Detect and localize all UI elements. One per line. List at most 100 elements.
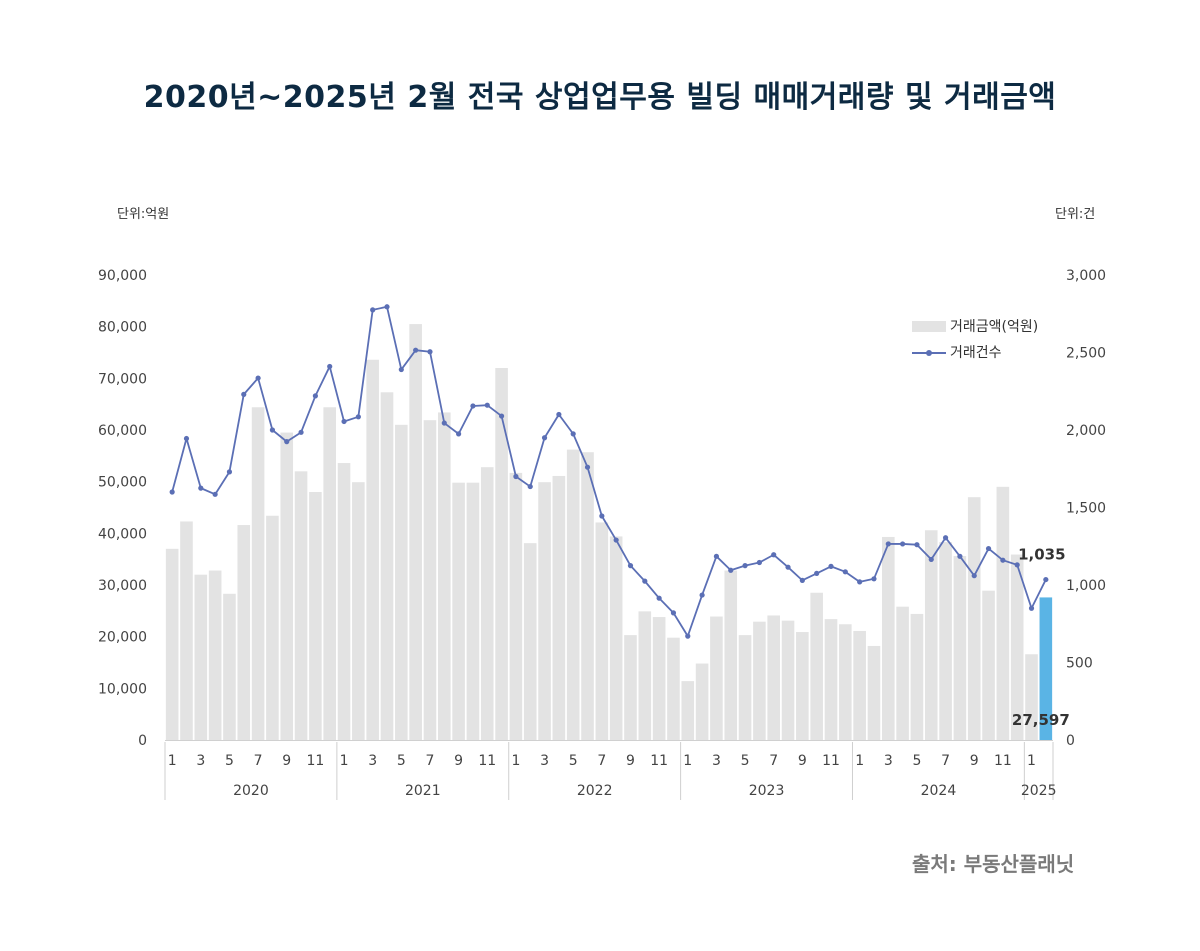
x-tick-label: 1 [855,753,864,769]
bar-2020-06 [237,525,251,740]
year-label-2025: 2025 [1021,783,1057,799]
point-2020-07 [255,375,261,381]
bar-2020-08 [266,515,279,740]
x-tick-label: 7 [769,753,778,769]
x-tick-label: 7 [597,753,606,769]
point-2022-11 [656,595,662,601]
point-2024-03 [885,541,891,547]
year-label-2020: 2020 [233,783,269,799]
bar-2024-03 [881,536,895,740]
bar-2021-02 [352,482,365,740]
x-tick-label: 11 [306,753,324,769]
x-tick-label: 7 [254,753,263,769]
point-2020-11 [312,393,318,399]
bar-2021-01 [337,463,351,740]
x-tick-label: 1 [511,753,520,769]
annotation-last-point: 1,035 [1018,546,1065,564]
x-tick-label: 9 [282,753,291,769]
bar-2021-05 [395,424,408,740]
left-tick-label: 60,000 [98,423,147,439]
point-2022-12 [670,610,677,616]
source-note: 출처: 부동산플래닛 [912,852,1075,876]
point-2022-09 [627,563,634,569]
bar-2021-09 [452,482,465,740]
bar-2024-09 [967,497,981,740]
bar-2022-10 [638,611,652,740]
point-2022-02 [527,483,533,490]
point-2023-10 [814,570,820,576]
bar-2020-12 [323,407,337,740]
point-2021-01 [341,418,347,425]
bar-2022-04 [552,475,566,740]
point-2022-08 [613,537,619,543]
bar-2021-06 [409,324,422,740]
bar-2022-08 [609,536,623,740]
right-tick-label: 1,500 [1066,501,1106,517]
x-tick-label: 5 [912,753,921,769]
bar-2022-12 [667,637,680,740]
axes-group: 0 10,000 20,000 30,000 40,000 50,000 60,000 70,… [98,268,1106,800]
x-tick-label: 1 [168,753,177,769]
bar-2021-10 [466,482,480,740]
right-tick-label: 0 [1066,733,1075,749]
point-2020-05 [226,469,233,475]
x-tick-label: 9 [798,753,807,769]
point-2023-06 [756,559,762,566]
bar-2022-09 [624,635,637,740]
x-tick-label: 5 [225,753,234,769]
left-tick-label: 20,000 [98,630,147,646]
point-2024-12 [1014,562,1020,568]
bar-2022-06 [581,452,594,740]
bar-2023-04 [724,570,738,740]
point-2023-07 [771,552,777,558]
point-2024-04 [900,541,906,547]
point-2021-03 [370,307,376,313]
year-label-2024: 2024 [921,783,957,799]
legend-item-line: 거래건수 [912,342,1002,362]
bar-2023-03 [710,616,723,740]
point-2022-05 [570,431,576,437]
point-2020-06 [241,391,247,397]
point-2023-01 [685,633,691,639]
point-2021-06 [413,347,419,353]
bar-2020-03 [194,574,208,740]
bar-2023-01 [681,681,695,740]
bar-2024-05 [910,613,924,740]
point-2024-08 [957,553,963,559]
bar-2024-06 [924,530,938,740]
x-tick-label: 1 [683,753,692,769]
bar-2020-11 [309,492,322,740]
point-2023-02 [699,592,705,598]
left-tick-label: 40,000 [98,526,147,542]
point-2020-02 [183,435,190,442]
x-tick-label: 5 [569,753,578,769]
left-tick-label: 50,000 [98,475,147,491]
point-2021-09 [456,431,462,437]
bar-2024-11 [996,486,1010,740]
bar-2024-08 [953,556,967,740]
x-tick-label: 1 [1027,753,1036,769]
legend-bar-swatch [912,320,946,332]
right-tick-label: 500 [1066,656,1093,672]
point-2020-12 [327,363,333,370]
x-tick-label: 7 [941,753,950,769]
bar-2024-07 [939,542,952,740]
x-tick-label: 11 [478,753,496,769]
point-2021-11 [484,402,490,408]
point-2025-02 [1043,576,1049,583]
point-2021-10 [470,403,476,409]
chart-title: 2020년~2025년 2월 전국 상업업무용 빌딩 매매거래량 및 거래금액 [143,80,1057,115]
bar-2022-01 [509,472,523,740]
x-tick-label: 9 [970,753,979,769]
annotation-group: 1,035 27,597 [1012,546,1070,729]
bar-2023-12 [839,624,852,740]
point-2023-09 [799,577,805,583]
left-axis-unit: 단위:억원 [117,207,170,222]
x-tick-label: 5 [397,753,406,769]
right-tick-label: 2,000 [1066,423,1106,439]
point-2024-05 [914,542,920,548]
year-label-2022: 2022 [577,783,613,799]
bar-2020-07 [251,407,265,740]
bar-2020-09 [280,432,294,740]
point-2022-01 [513,473,519,480]
